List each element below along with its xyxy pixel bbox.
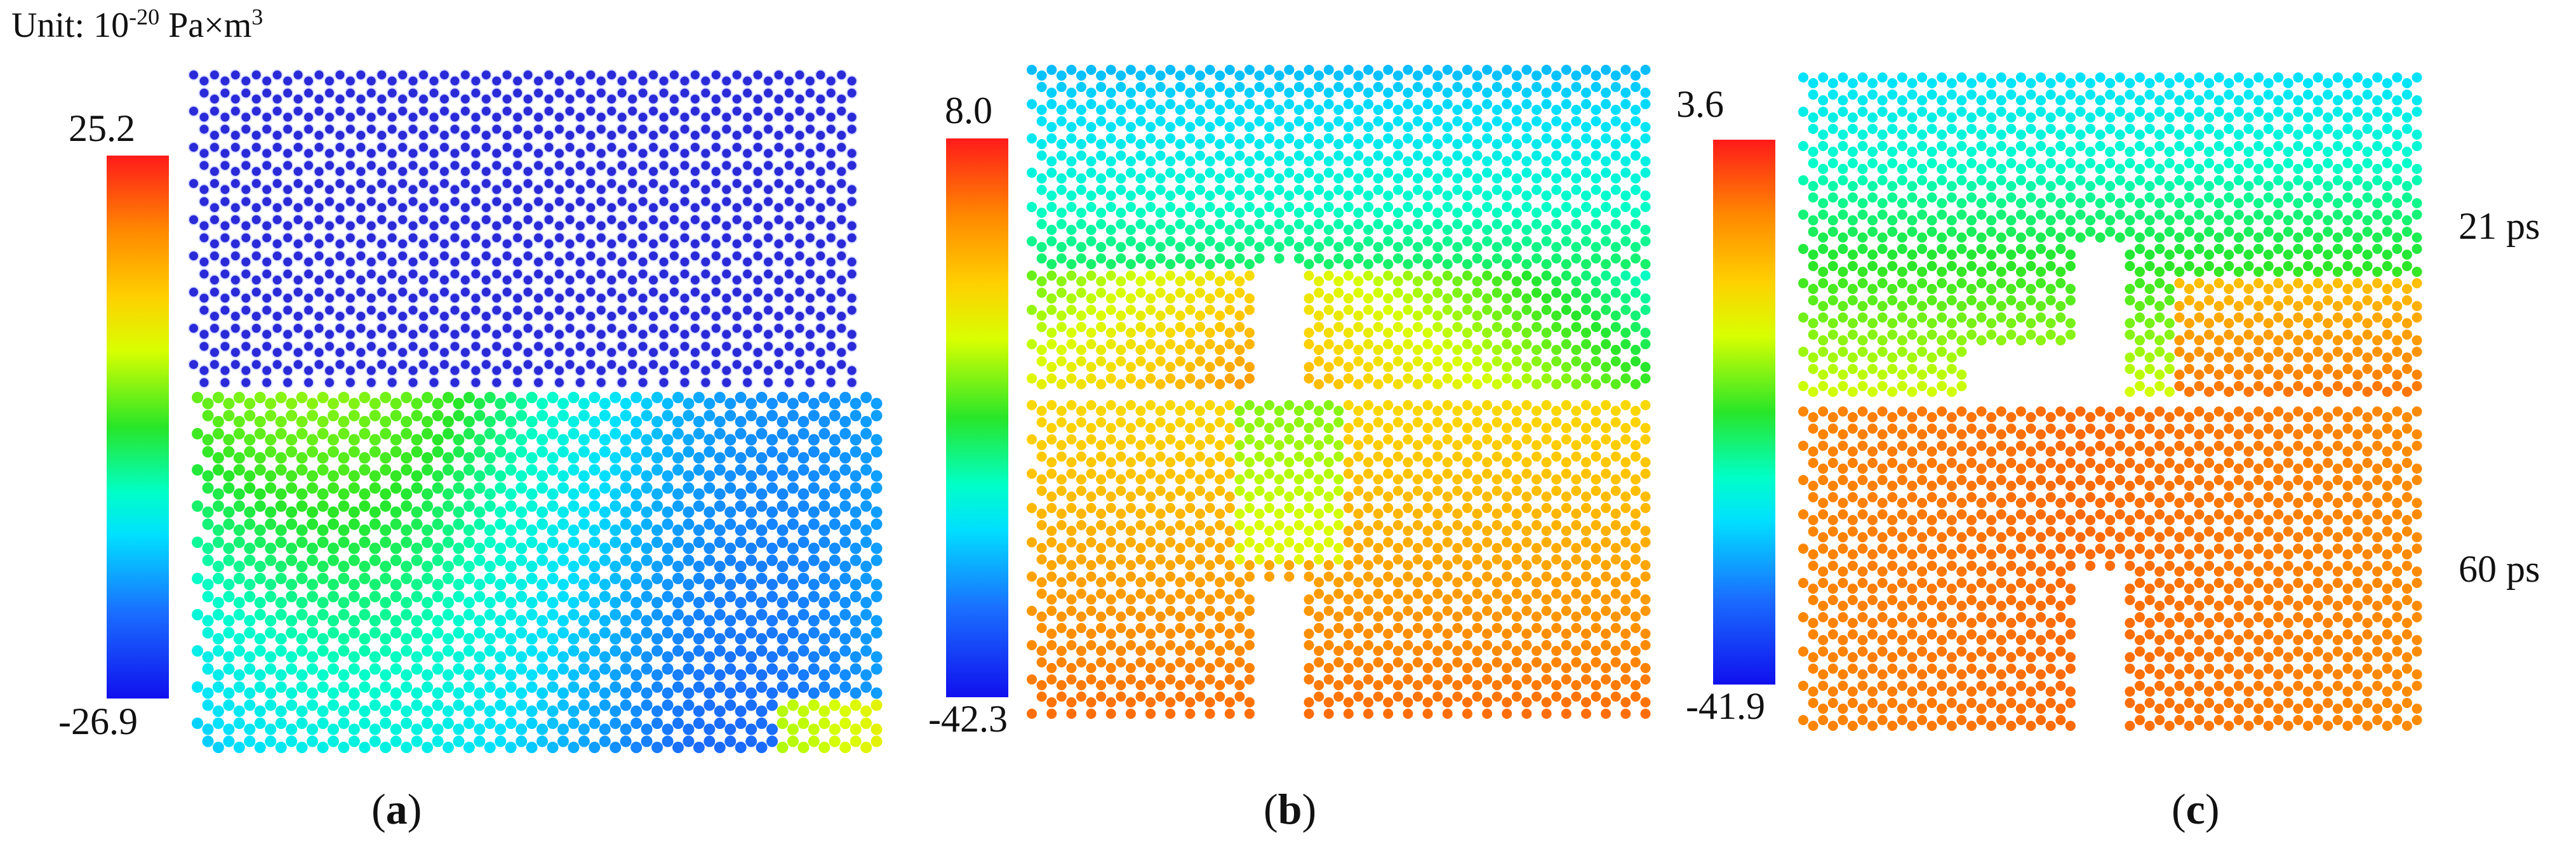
time-label-top: 21 ps	[2459, 205, 2540, 247]
colorbar-b	[946, 138, 1008, 697]
panel-label-b: (b)	[1264, 785, 1317, 833]
colorbar-c	[1713, 140, 1775, 685]
panel-label-a: (a)	[371, 785, 422, 833]
colorbar-a-max: 25.2	[69, 107, 135, 149]
lattice-c-bottom	[1797, 405, 2432, 734]
panel-label-c: (c)	[2172, 785, 2220, 833]
colorbar-b-max: 8.0	[945, 90, 992, 131]
unit-prefix: Unit: 10	[11, 6, 130, 45]
lattice-a-top	[187, 69, 864, 392]
lattice-b-bottom	[1025, 399, 1654, 723]
lattice-c-top	[1797, 71, 2432, 406]
colorbar-b-min: -42.3	[928, 698, 1008, 740]
time-label-bottom: 60 ps	[2459, 548, 2540, 590]
unit-exponent: -20	[129, 4, 160, 30]
colorbar-c-min: -41.9	[1686, 685, 1765, 727]
colorbar-a	[107, 156, 169, 699]
colorbar-c-max: 3.6	[1676, 83, 1724, 125]
colorbar-a-min: -26.9	[58, 700, 138, 742]
unit-label: Unit: 10-20 Pa×m3	[11, 5, 263, 46]
unit-suffix: Pa×m	[159, 6, 252, 45]
lattice-b-top	[1025, 64, 1654, 400]
lattice-a-bottom	[190, 391, 883, 756]
unit-suffix-sup: 3	[251, 4, 264, 30]
